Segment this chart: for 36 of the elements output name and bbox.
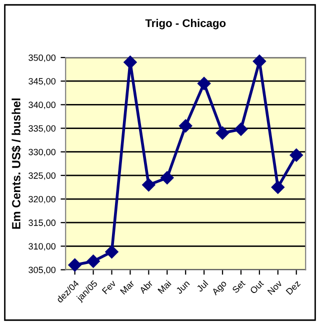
y-tick-label: 320,00 (28, 196, 56, 204)
y-tick-label: 345,00 (28, 78, 56, 86)
x-tick-label: Jul (196, 280, 208, 292)
y-tick-label: 340,00 (28, 102, 56, 110)
x-tick-label: Dez (286, 280, 301, 295)
x-tick-label: Ago (211, 280, 228, 297)
point (142, 178, 156, 192)
y-tick-label: 350,00 (28, 54, 56, 62)
y-tick-label: 330,00 (28, 148, 56, 156)
x-tick-label: Fev (102, 280, 116, 294)
point (124, 56, 137, 69)
x-tick-label: Jun (176, 280, 190, 294)
x-tick-label: Mai (157, 280, 172, 294)
point (290, 148, 303, 162)
point (197, 76, 211, 90)
y-axis-title: Em Cents. US$ / bushel (12, 98, 22, 229)
chart-title: Trigo - Chicago (145, 18, 226, 30)
point (160, 171, 174, 184)
y-tick-label: 325,00 (28, 172, 56, 180)
point (271, 180, 284, 194)
point (86, 254, 100, 268)
point (179, 119, 192, 132)
y-tick-label: 310,00 (28, 243, 56, 251)
point (252, 54, 266, 68)
y-tick-label: 305,00 (28, 266, 56, 274)
x-tick-label: Abr (138, 280, 154, 294)
point (68, 258, 82, 272)
x-tick-label: Nov (267, 280, 283, 295)
point (216, 126, 230, 140)
y-tick-label: 315,00 (28, 220, 56, 228)
point (234, 122, 248, 136)
x-tick-label: Mar (120, 280, 135, 295)
x-tick-label: Set (232, 280, 246, 294)
point (105, 245, 118, 258)
x-tick-label: Out (250, 280, 264, 294)
y-tick-label: 335,00 (28, 125, 56, 133)
